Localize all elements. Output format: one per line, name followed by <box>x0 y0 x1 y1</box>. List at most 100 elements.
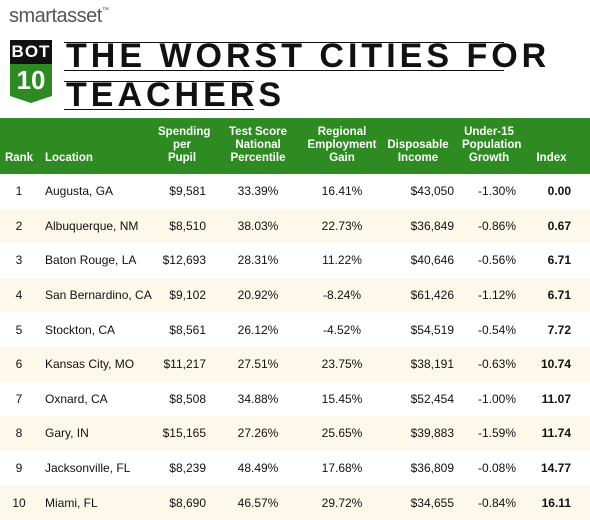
table-cell: Stockton, CA <box>45 322 116 337</box>
table-cell: $12,693 <box>162 253 206 268</box>
table-head: Rank Location Spending per Pupil Test Score… <box>0 118 590 174</box>
table-cell: San Bernardino, CA <box>45 288 152 303</box>
table-cell: $8,510 <box>169 218 206 233</box>
table-cell: $11,217 <box>163 357 207 372</box>
table-row: 2 Albuquerque, NM $8,510 38.03% 22.73% $36,84… <box>0 208 590 244</box>
table-cell: $54,519 <box>410 322 454 337</box>
table-cell: -0.86% <box>477 218 516 233</box>
table-cell: -4.52% <box>322 322 362 337</box>
table-cell: 1 <box>15 184 23 199</box>
title-rule <box>64 81 254 82</box>
table-row: 7 Oxnard, CA $8,508 34.88% 15.45% $52,454 -1.0… <box>0 382 590 417</box>
table-cell: 10 <box>12 495 26 510</box>
column-header: Test Score National Percentile <box>229 126 287 164</box>
table-cell: 15.45% <box>321 391 363 406</box>
table-cell: $38,191 <box>410 357 454 372</box>
table-cell: 17.68% <box>321 461 363 476</box>
table-cell: -1.59% <box>477 426 516 441</box>
table-cell: 7.72 <box>547 322 571 337</box>
table-cell: 46.57% <box>237 495 279 510</box>
table-cell: Jacksonville, FL <box>45 461 131 476</box>
column-header: Location <box>45 152 93 164</box>
table-cell: 10.74 <box>540 357 571 372</box>
table-row: 3 Baton Rouge, LA $12,693 28.31% 11.22% $40,6… <box>0 243 590 278</box>
column-header: Under-15 Population Growth <box>462 126 522 164</box>
table-cell: 8 <box>15 426 23 441</box>
table-cell: 29.72% <box>321 495 363 510</box>
column-header: Disposable Income <box>387 139 449 164</box>
logo: smartasset™ <box>9 5 109 28</box>
title-line: TEACHERS <box>66 76 286 114</box>
table-cell: 6.71 <box>547 288 571 303</box>
table-cell: 20.92% <box>237 288 279 303</box>
table-cell: 38.03% <box>237 218 279 233</box>
table-cell: $8,508 <box>169 391 206 406</box>
table-cell: 3 <box>15 253 23 268</box>
badge-tip <box>10 96 52 103</box>
column-header: Spending per Pupil <box>158 126 211 164</box>
table-row: 5 Stockton, CA $8,561 26.12% -4.52% $54,519 -0… <box>0 312 590 347</box>
table-cell: 16.11 <box>541 495 571 510</box>
table-cell: $8,239 <box>169 461 206 476</box>
table-row: 4 San Bernardino, CA $9,102 20.92% -8.24% $61… <box>0 277 590 313</box>
table-cell: 28.31% <box>237 253 279 268</box>
table-cell: 14.77 <box>540 461 571 476</box>
table-cell: -0.54% <box>477 322 516 337</box>
table-cell: 0.67 <box>547 218 571 233</box>
table-cell: 4 <box>15 288 23 303</box>
table-cell: $15,165 <box>162 426 206 441</box>
title-rule <box>64 70 504 71</box>
trademark: ™ <box>101 7 109 14</box>
table-cell: -1.12% <box>477 288 516 303</box>
table-cell: Kansas City, MO <box>45 357 135 372</box>
table-cell: $40,646 <box>410 253 454 268</box>
column-header: Index <box>536 152 567 164</box>
table-row: 8 Gary, IN $15,165 27.26% 25.65% $39,883 -1.59… <box>0 416 590 451</box>
table-cell: 48.49% <box>237 461 279 476</box>
table-cell: 27.51% <box>237 357 279 372</box>
table-cell: 9 <box>15 461 23 476</box>
table-cell: 27.26% <box>237 426 279 441</box>
column-header: Regional Employment Gain <box>307 126 377 164</box>
table-body: 1 Augusta, GA $9,581 33.39% 16.41% $43,050 -1.… <box>0 174 590 520</box>
table-cell: 0.00 <box>547 184 571 199</box>
data-table: Rank Location Spending per Pupil Test Score… <box>0 118 590 520</box>
table-cell: $8,690 <box>169 495 206 510</box>
table-row: 10 Miami, FL $8,690 46.57% 29.72% $34,655 -0.8… <box>0 485 590 520</box>
table-cell: 7 <box>15 391 23 406</box>
table-row: 1 Augusta, GA $9,581 33.39% 16.41% $43,050 -1.… <box>0 174 590 209</box>
table-cell: Augusta, GA <box>45 184 114 199</box>
table-cell: 25.65% <box>321 426 363 441</box>
table-cell: Albuquerque, NM <box>45 218 139 233</box>
table-cell: $9,102 <box>169 288 206 303</box>
header-row: Rank Location Spending per Pupil Test Score… <box>0 118 590 174</box>
table-row: 9 Jacksonville, FL $8,239 48.49% 17.68% $36,8… <box>0 451 590 486</box>
title-rule <box>64 42 504 43</box>
table-cell: -1.00% <box>477 391 516 406</box>
table-cell: -0.63% <box>477 357 516 372</box>
table-cell: 26.12% <box>237 322 279 337</box>
table-cell: 16.41% <box>321 184 363 199</box>
table-cell: -0.08% <box>477 461 516 476</box>
badge: BOT 10 <box>10 40 52 103</box>
table-cell: 6 <box>15 357 23 372</box>
table-cell: -8.24% <box>322 288 362 303</box>
table-cell: Baton Rouge, LA <box>45 253 137 268</box>
table-cell: -1.30% <box>477 184 516 199</box>
table-cell: 33.39% <box>237 184 279 199</box>
table-row: 6 Kansas City, MO $11,217 27.51% 23.75% $38,1… <box>0 346 590 382</box>
table-cell: -0.84% <box>477 495 516 510</box>
table-cell: $9,581 <box>169 184 206 199</box>
table-cell: -0.56% <box>477 253 516 268</box>
table-cell: $36,849 <box>410 218 454 233</box>
table-cell: 22.73% <box>321 218 363 233</box>
table-cell: 11.07 <box>541 391 571 406</box>
table-cell: $39,883 <box>410 426 454 441</box>
table-cell: $34,655 <box>410 495 454 510</box>
badge-number: 10 <box>10 64 52 96</box>
table-cell: 2 <box>15 218 23 233</box>
table-cell: Gary, IN <box>45 426 89 441</box>
logo-text: smartasset <box>9 5 102 27</box>
table-cell: $43,050 <box>410 184 454 199</box>
